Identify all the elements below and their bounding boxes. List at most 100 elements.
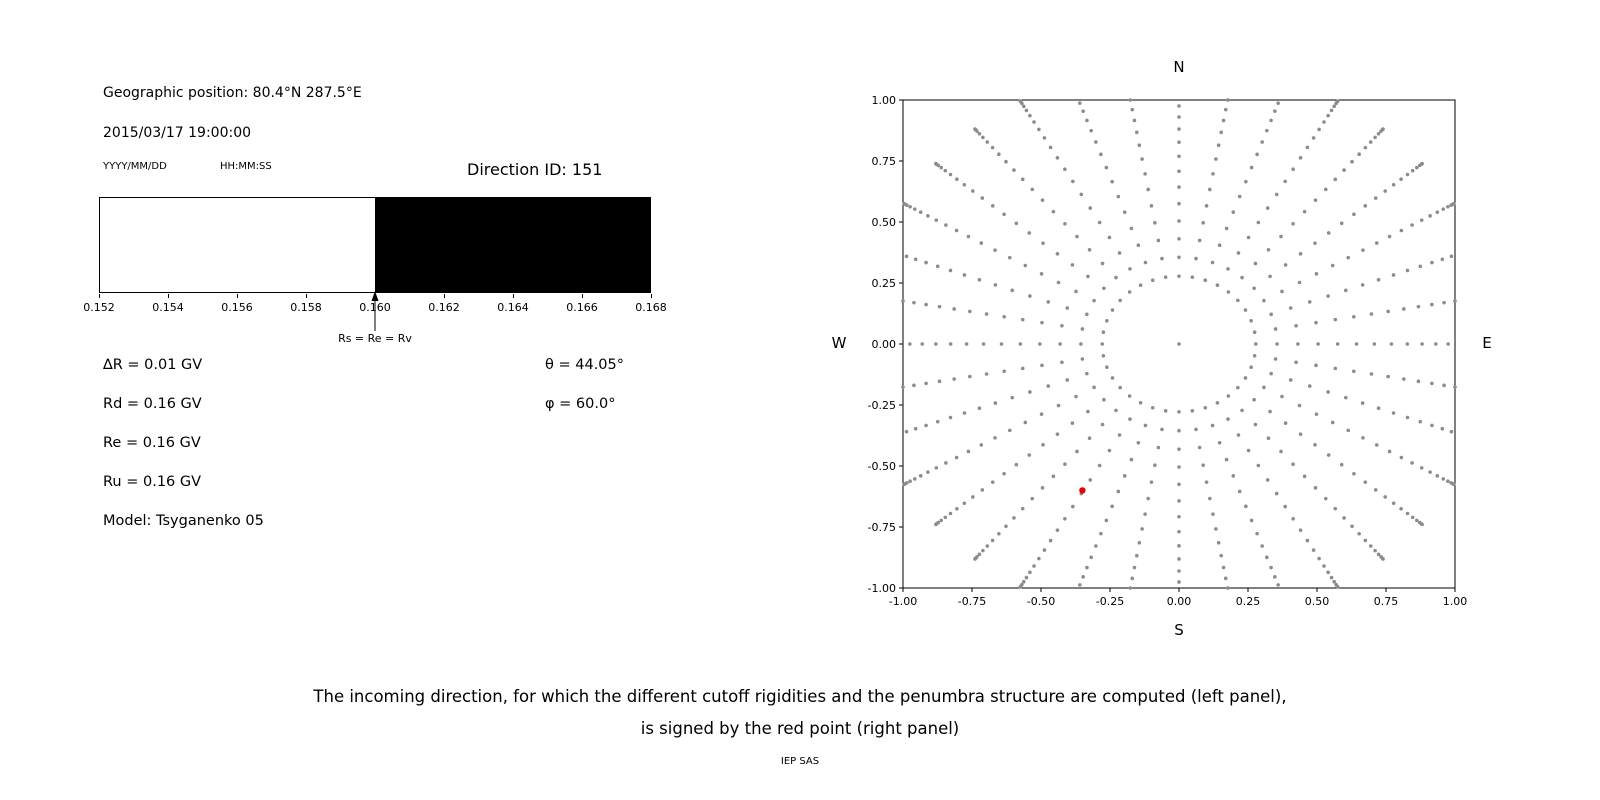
x-tick-label: 0.25: [1236, 595, 1261, 608]
direction-dot: [997, 152, 1001, 157]
direction-dot: [1246, 448, 1251, 453]
direction-dot: [1276, 583, 1280, 587]
direction-dot: [1027, 453, 1032, 457]
direction-dot: [1313, 198, 1318, 202]
direction-dot: [1269, 118, 1273, 123]
direction-dot: [1094, 544, 1098, 548]
direction-dot: [999, 342, 1004, 346]
direction-dot: [1441, 477, 1446, 481]
direction-dot: [1225, 98, 1230, 102]
direction-dot: [1163, 275, 1168, 279]
direction-dot: [1221, 118, 1226, 123]
direction-dot: [908, 204, 912, 209]
direction-dot: [1105, 318, 1109, 323]
direction-dot: [1046, 384, 1051, 388]
direction-dot: [1055, 252, 1060, 256]
direction-dot: [924, 381, 928, 386]
direction-dot: [966, 449, 971, 454]
direction-dot: [1143, 260, 1148, 265]
direction-dot: [1430, 302, 1434, 307]
caption-line-1: The incoming direction, for which the di…: [313, 687, 1287, 706]
direction-dot: [1357, 531, 1361, 536]
direction-dot: [1074, 394, 1078, 399]
cutoff-arrow-label: Rs = Re = Rv: [338, 332, 412, 345]
direction-dot: [1063, 167, 1067, 171]
direction-dot: [1399, 177, 1403, 182]
direction-dot: [1368, 140, 1373, 144]
direction-dot: [1010, 288, 1015, 293]
direction-dot: [1086, 274, 1090, 279]
direction-dot: [1079, 342, 1083, 346]
direction-dot: [948, 268, 953, 273]
direction-dot: [1080, 357, 1085, 361]
direction-dot: [934, 161, 938, 166]
direction-dot: [1339, 462, 1344, 467]
direction-dot: [1249, 318, 1253, 323]
direction-dot: [1253, 261, 1258, 266]
direction-dot: [1018, 99, 1023, 103]
direction-plot: -1.00 -0.75 -0.50 -0.25 0.00 0.25 0.50 0.75 1.00…: [868, 94, 1468, 608]
direction-dot: [1128, 98, 1133, 102]
direction-dot: [1055, 528, 1060, 532]
time-format-label: HH:MM:SS: [220, 161, 272, 172]
direction-dot: [934, 342, 938, 346]
direction-dot: [1373, 196, 1378, 200]
direction-dot: [1376, 406, 1381, 411]
direction-dot: [1002, 369, 1007, 374]
direction-dot: [1051, 209, 1056, 214]
direction-dot: [1446, 342, 1450, 346]
direction-dot: [1215, 400, 1220, 405]
direction-dot: [1028, 390, 1032, 394]
direction-dot: [1449, 254, 1454, 259]
direction-dot: [1252, 353, 1257, 358]
direction-dot: [1275, 342, 1279, 346]
direction-dot: [1039, 272, 1044, 276]
penumbra-tick-label: 0.158: [290, 301, 322, 314]
direction-dot: [912, 207, 917, 211]
penumbra-tick-label: 0.154: [152, 301, 184, 314]
direction-dot: [1046, 300, 1051, 304]
direction-dot: [1330, 263, 1335, 268]
direction-dot: [971, 189, 975, 193]
direction-dot: [1237, 194, 1242, 199]
direction-dot: [1291, 222, 1295, 226]
direction-dot: [1201, 463, 1205, 467]
direction-dot: [1118, 298, 1122, 303]
direction-dot: [1055, 156, 1060, 160]
direction-dot: [1386, 374, 1390, 379]
direction-dot: [1177, 185, 1181, 189]
x-tick-label: -0.50: [1027, 595, 1055, 608]
direction-dot: [1376, 131, 1381, 136]
direction-dot: [1372, 342, 1377, 346]
compass-south-label: S: [1174, 621, 1184, 639]
direction-dot: [985, 544, 990, 548]
direction-dot: [1268, 274, 1272, 279]
direction-dot: [1037, 127, 1041, 132]
direction-dot: [1243, 308, 1248, 312]
direction-dot: [1446, 204, 1450, 209]
direction-dot: [1314, 412, 1319, 416]
direction-dot: [1374, 443, 1379, 447]
direction-dot: [1177, 465, 1181, 469]
direction-dot: [1330, 420, 1335, 425]
direction-dot: [977, 131, 982, 136]
direction-dot: [1435, 474, 1440, 478]
direction-dot: [1313, 486, 1318, 490]
x-tick-label: -1.00: [889, 595, 917, 608]
direction-dot: [1110, 376, 1115, 380]
direction-dot: [1291, 462, 1295, 466]
y-tick-label: 0.50: [872, 216, 897, 229]
direction-dot: [1279, 449, 1283, 454]
direction-dot: [962, 501, 967, 506]
direction-dot: [1302, 209, 1307, 214]
direction-dot: [1326, 231, 1331, 235]
direction-dot: [1143, 512, 1147, 516]
direction-dot: [1296, 342, 1300, 346]
direction-dot: [1333, 506, 1338, 511]
direction-dot: [1030, 187, 1035, 192]
direction-dot: [1092, 298, 1096, 303]
direction-dot: [1452, 482, 1456, 487]
direction-dot: [977, 552, 982, 557]
arrow-up-icon: [371, 291, 379, 331]
direction-dot: [1116, 489, 1121, 494]
